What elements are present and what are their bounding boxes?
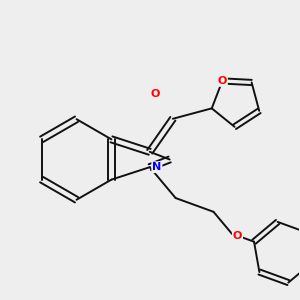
Text: O: O (218, 76, 227, 86)
Text: O: O (151, 88, 160, 98)
Text: N: N (152, 162, 161, 172)
Text: O: O (233, 231, 242, 241)
